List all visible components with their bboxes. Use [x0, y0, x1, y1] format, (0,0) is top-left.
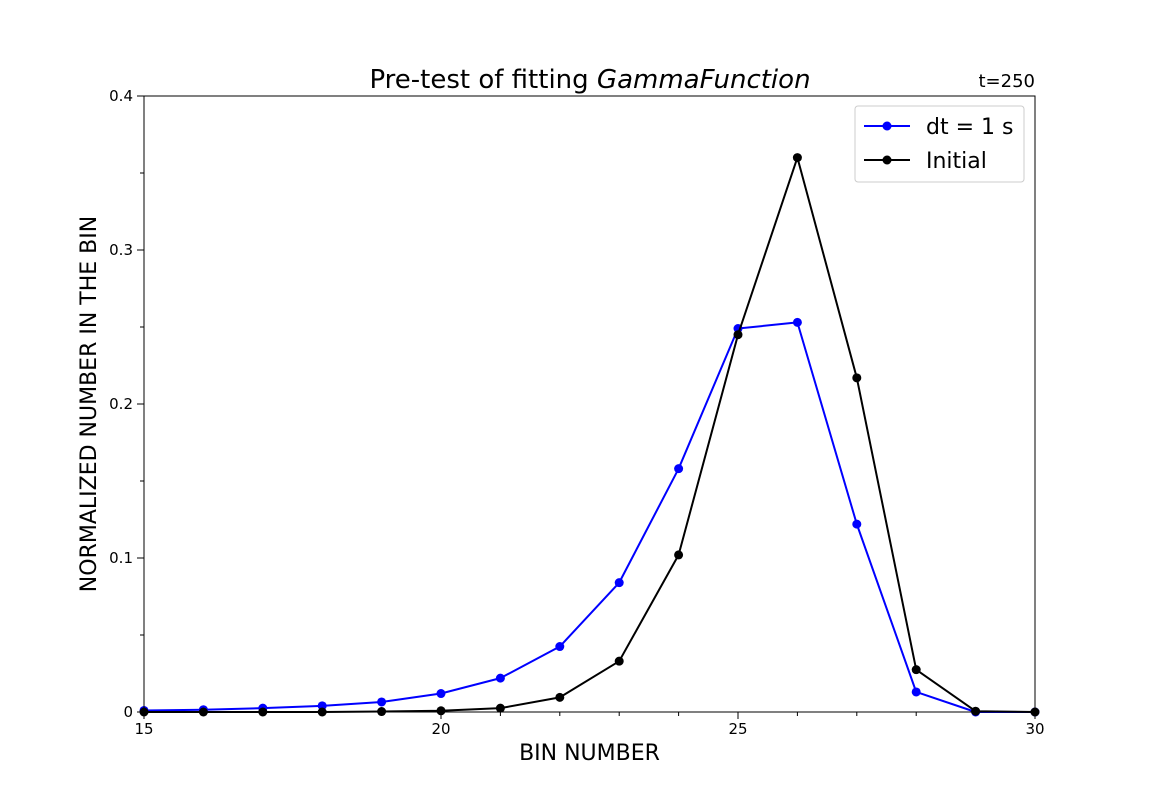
point-initial-22: [555, 692, 565, 702]
time-annotation: t=250: [979, 71, 1036, 92]
point-dt-1-s-27: [852, 519, 862, 529]
x-tick-label-20: 20: [431, 720, 450, 738]
y-axis-ticks: 0 0.1 0.2 0.3 0.4: [109, 87, 144, 721]
x-tick-label-30: 30: [1025, 720, 1044, 738]
y-tick-label-0.1: 0.1: [109, 549, 133, 567]
series-layer: [139, 153, 1040, 717]
point-initial-21: [495, 703, 505, 713]
series-line-dt-1-s: [143, 321, 1035, 713]
legend-marker-dt-1-s: [882, 121, 892, 131]
x-tick-label-25: 25: [728, 720, 747, 738]
legend-label-initial: Initial: [926, 149, 987, 174]
series-line-initial: [144, 156, 1036, 713]
point-initial-26: [792, 153, 802, 163]
x-tick-label-15: 15: [134, 720, 153, 738]
point-dt-1-s-28: [911, 687, 921, 697]
legend-marker-initial: [882, 155, 892, 165]
point-initial-27: [852, 373, 862, 383]
point-dt-1-s-21: [495, 673, 505, 683]
y-tick-label-0.3: 0.3: [109, 241, 133, 259]
y-axis-label: NORMALIZED NUMBER IN THE BIN: [77, 216, 102, 592]
point-dt-1-s-22: [555, 642, 565, 652]
chart-title-italic: GammaFunction: [597, 65, 811, 95]
x-axis-ticks: 15 20 25 30: [134, 712, 1045, 738]
legend: dt = 1 s Initial: [854, 105, 1025, 183]
point-initial-25: [733, 330, 743, 340]
point-initial-23: [614, 656, 624, 666]
point-dt-1-s-26: [792, 317, 802, 327]
x-axis-label: BIN NUMBER: [519, 741, 660, 766]
y-tick-label-0.4: 0.4: [109, 87, 133, 105]
point-initial-29: [971, 706, 981, 716]
plot-area-frame: [143, 95, 1036, 713]
chart-title: Pre-test of fitting GammaFunction: [369, 65, 810, 95]
point-dt-1-s-20: [436, 689, 446, 699]
point-initial-20: [436, 706, 446, 716]
legend-label-dt-1-s: dt = 1 s: [926, 115, 1013, 140]
point-initial-28: [911, 665, 921, 675]
chart-title-main: Pre-test of fitting: [369, 65, 596, 95]
point-dt-1-s-24: [674, 464, 684, 474]
point-dt-1-s-23: [614, 578, 624, 588]
y-tick-label-0.2: 0.2: [109, 395, 133, 413]
point-dt-1-s-18: [317, 701, 327, 711]
point-initial-24: [674, 550, 684, 560]
point-dt-1-s-19: [377, 697, 387, 707]
y-tick-label-0: 0: [123, 703, 133, 721]
